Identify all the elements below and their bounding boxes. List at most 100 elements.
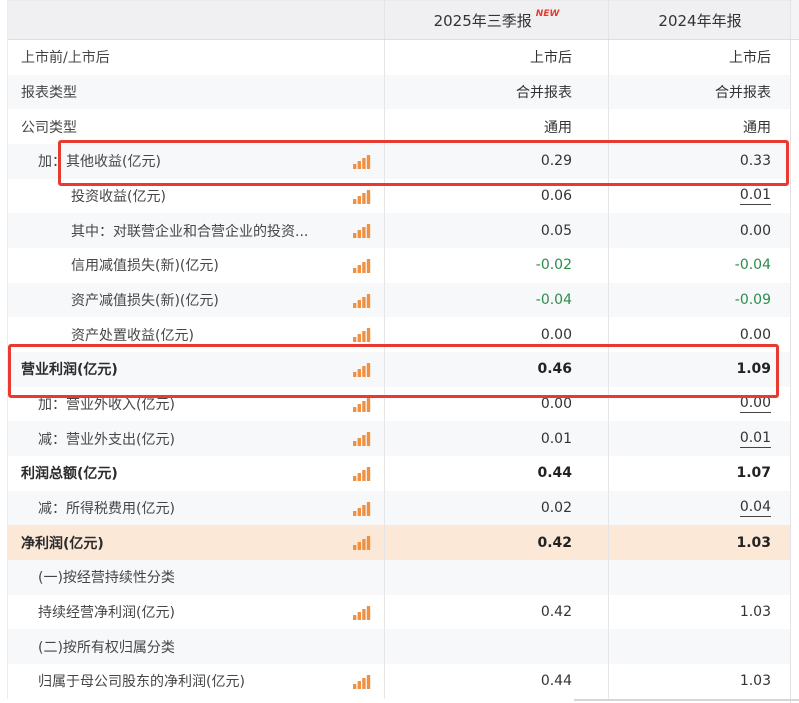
value-text: 0.00: [739, 222, 771, 239]
value-2025q3-cell: 0.00: [384, 317, 608, 353]
table-row[interactable]: 加： 其他收益(亿元) 0.29 0.33: [8, 144, 791, 179]
table-row[interactable]: 公司类型 通用 通用: [8, 109, 791, 145]
value-text: 通用: [743, 119, 771, 136]
income-statement-table: 2025年三季报 NEW 2024年年报 上市前/上市后 上市后 上市后 报表类型 合并…: [7, 0, 791, 699]
row-label-cell: 减： 营业外支出(亿元): [8, 421, 384, 456]
table-row[interactable]: 营业利润(亿元) 0.46 1.09: [8, 352, 791, 387]
value-2025q3-cell: [384, 629, 608, 665]
header-period-2024fy[interactable]: 2024年年报: [608, 1, 791, 39]
value-text[interactable]: 0.01: [739, 187, 771, 206]
bar-chart-icon[interactable]: [352, 257, 371, 274]
value-2025q3-cell: 0.44: [384, 456, 608, 491]
row-label-cell: 减： 所得税费用(亿元): [8, 491, 384, 526]
table-row[interactable]: 资产处置收益(亿元) 0.00 0.00: [8, 317, 791, 353]
value-2024fy-cell: 0.01: [608, 421, 791, 457]
table-row[interactable]: 减： 所得税费用(亿元) 0.02 0.04: [8, 490, 791, 526]
next-column-sliver: [790, 0, 799, 703]
table-body: 上市前/上市后 上市后 上市后 报表类型 合并报表 合并报表 公司类型 通用 通用 加： 其他收益(…: [8, 40, 791, 699]
bar-chart-icon[interactable]: [352, 153, 371, 170]
value-text[interactable]: 0.04: [739, 499, 771, 518]
value-text: 1.07: [736, 465, 771, 482]
value-2024fy-cell: -0.09: [608, 282, 791, 318]
value-text: -0.04: [535, 292, 572, 309]
value-2024fy-cell: 1.03: [608, 525, 791, 561]
value-text: 上市后: [530, 50, 572, 67]
value-2025q3-cell: 上市后: [384, 40, 608, 75]
row-label-cell: 上市前/上市后: [8, 40, 384, 75]
row-label-prefix: 减：: [38, 501, 66, 518]
row-label: 营业外收入(亿元): [66, 397, 175, 414]
value-2024fy-cell: 0.00: [608, 386, 791, 422]
value-2025q3-cell: 0.44: [384, 664, 608, 699]
value-text: 0.06: [540, 188, 572, 205]
value-text[interactable]: 0.01: [739, 429, 771, 448]
value-2024fy-cell: 0.04: [608, 490, 791, 526]
value-text: 1.09: [736, 361, 771, 378]
table-row[interactable]: 投资收益(亿元) 0.06 0.01: [8, 178, 791, 214]
row-label-prefix: 加：: [38, 154, 66, 171]
header-period-2025q3[interactable]: 2025年三季报 NEW: [384, 1, 608, 39]
value-2024fy-cell: 0.00: [608, 213, 791, 249]
value-2024fy-cell: 0.01: [608, 178, 791, 214]
value-2025q3-cell: 0.02: [384, 490, 608, 526]
row-label: 持续经营净利润(亿元): [38, 605, 175, 622]
value-text: 1.03: [736, 534, 771, 551]
value-2024fy-cell: 0.33: [608, 144, 791, 179]
value-text: 0.42: [540, 604, 572, 621]
row-label: 所得税费用(亿元): [66, 501, 175, 518]
row-label: 报表类型: [21, 85, 77, 101]
bar-chart-icon[interactable]: [352, 326, 371, 343]
table-row[interactable]: 加： 营业外收入(亿元) 0.00 0.00: [8, 386, 791, 422]
bar-chart-icon[interactable]: [352, 430, 371, 447]
value-text: 通用: [544, 119, 572, 136]
bar-chart-icon[interactable]: [352, 604, 371, 621]
value-text: -0.02: [535, 257, 572, 274]
table-bottom-border: [574, 699, 799, 701]
table-row[interactable]: 减： 营业外支出(亿元) 0.01 0.01: [8, 421, 791, 457]
value-2024fy-cell: 通用: [608, 109, 791, 145]
value-2024fy-cell: [608, 560, 791, 595]
row-label: 归属于母公司股东的净利润(亿元): [38, 674, 245, 691]
value-text: -0.09: [734, 292, 771, 309]
row-label-cell: 信用减值损失(新)(亿元): [8, 248, 384, 283]
table-row[interactable]: 利润总额(亿元) 0.44 1.07: [8, 456, 791, 491]
table-row[interactable]: (一)按经营持续性分类: [8, 560, 791, 595]
table-row[interactable]: 持续经营净利润(亿元) 0.42 1.03: [8, 594, 791, 630]
row-label-cell: 投资收益(亿元): [8, 179, 384, 214]
bar-chart-icon[interactable]: [352, 396, 371, 413]
value-2025q3-cell: 0.00: [384, 386, 608, 422]
bar-chart-icon[interactable]: [352, 361, 371, 378]
bar-chart-icon[interactable]: [352, 188, 371, 205]
table-row[interactable]: 净利润(亿元) 0.42 1.03: [8, 525, 791, 561]
table-row[interactable]: 资产减值损失(新)(亿元) -0.04 -0.09: [8, 282, 791, 318]
value-text[interactable]: 0.00: [739, 395, 771, 414]
value-2024fy-cell: [608, 629, 791, 665]
value-2025q3-cell: [384, 560, 608, 595]
value-2025q3-cell: 0.29: [384, 144, 608, 179]
value-2024fy-cell: -0.04: [608, 248, 791, 283]
bar-chart-icon[interactable]: [352, 673, 371, 690]
value-text: -0.04: [734, 257, 771, 274]
value-text: 0.05: [540, 222, 572, 239]
row-label-cell: 公司类型: [8, 109, 384, 144]
value-text: 0.00: [540, 326, 572, 343]
value-2024fy-cell: 1.09: [608, 352, 791, 387]
table-row[interactable]: 归属于母公司股东的净利润(亿元) 0.44 1.03: [8, 664, 791, 699]
bar-chart-icon[interactable]: [352, 500, 371, 517]
value-text: 0.46: [537, 361, 572, 378]
row-label-cell: 加： 其他收益(亿元): [8, 144, 384, 179]
row-label-cell: 持续经营净利润(亿元): [8, 595, 384, 630]
table-row[interactable]: 上市前/上市后 上市后 上市后: [8, 40, 791, 75]
bar-chart-icon[interactable]: [352, 465, 371, 482]
bar-chart-icon[interactable]: [352, 534, 371, 551]
table-row[interactable]: 其中：对联营企业和合营企业的投资... 0.05 0.00: [8, 213, 791, 249]
bar-chart-icon[interactable]: [352, 222, 371, 239]
table-row[interactable]: (二)按所有权归属分类: [8, 629, 791, 665]
new-badge: NEW: [535, 9, 560, 19]
bar-chart-icon[interactable]: [352, 292, 371, 309]
value-text: 1.03: [739, 604, 771, 621]
table-row[interactable]: 信用减值损失(新)(亿元) -0.02 -0.04: [8, 248, 791, 283]
value-2025q3-cell: 0.46: [384, 352, 608, 387]
table-row[interactable]: 报表类型 合并报表 合并报表: [8, 74, 791, 110]
